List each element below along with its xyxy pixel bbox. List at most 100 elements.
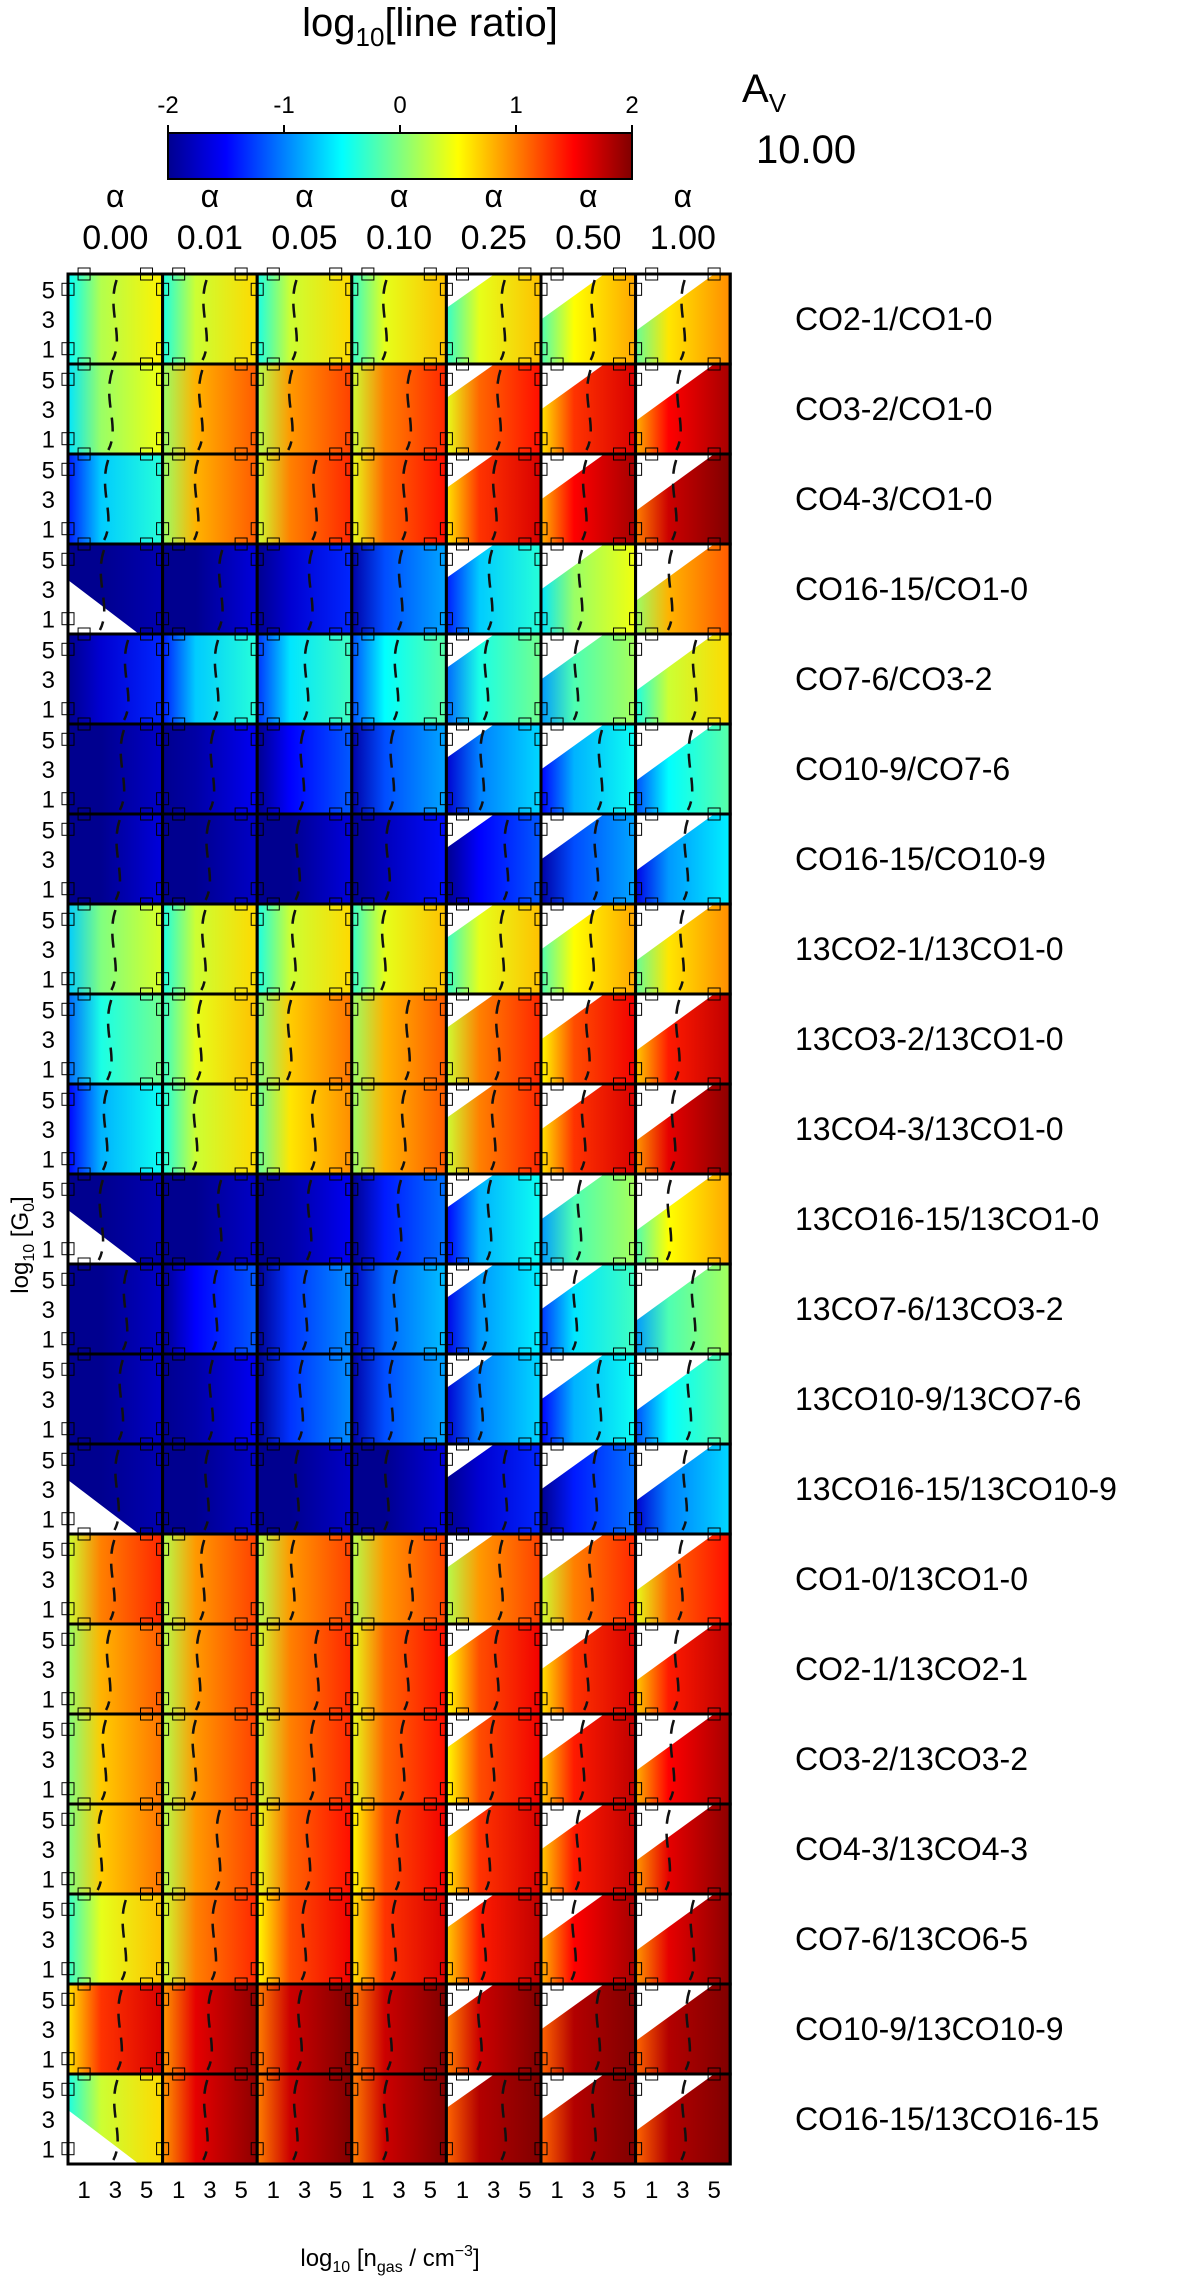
panel-void-region [446, 1174, 495, 1209]
panel-fill [68, 1354, 163, 1444]
panel-contour [675, 369, 682, 451]
panel-fill [257, 1354, 352, 1444]
panel-contour [397, 549, 404, 631]
heatmap-panel [439, 627, 543, 726]
panel-contour [383, 1449, 390, 1531]
panel-fill [68, 1264, 163, 1354]
panel-fill [162, 634, 258, 724]
panel-fill [351, 2074, 447, 2164]
panel-contour [217, 549, 224, 631]
panel-fill [162, 2074, 258, 2164]
panel-contour [482, 639, 490, 721]
panel-void-region [541, 1894, 605, 1940]
column-header-symbol: α [579, 178, 598, 214]
heatmap-panel [156, 357, 259, 456]
heatmap-panel [439, 357, 543, 456]
heatmap-panel [629, 1257, 732, 1356]
y-tick-label: 5 [42, 2077, 55, 2104]
heatmap-panel [439, 1437, 543, 1536]
y-axis-label-mid: [G [7, 1212, 34, 1244]
panel-contour [107, 369, 114, 451]
panel-fill [257, 274, 352, 364]
heatmap-panel [156, 1527, 259, 1626]
panel-contour [114, 819, 122, 901]
panel-contour [199, 1539, 206, 1621]
panel-fill [162, 814, 258, 904]
heatmap-panel [345, 1347, 448, 1446]
heatmap-panel [534, 2067, 638, 2166]
panel-contour [310, 1089, 317, 1171]
row-label: CO10-9/CO7-6 [795, 751, 1010, 787]
heatmap-panel [629, 627, 732, 726]
panel-fill [68, 1984, 163, 2074]
panel-fill [68, 814, 163, 904]
panel-contour [301, 1269, 309, 1351]
x-axis-label-mid2: / cm [403, 2245, 455, 2272]
heatmap-panel [250, 897, 354, 996]
panel-contour [495, 369, 503, 451]
panel-contour [104, 1629, 112, 1711]
panel-fill [351, 1804, 447, 1894]
panel-contour [207, 1359, 215, 1441]
heatmap-panel [629, 717, 732, 816]
panel-contour [488, 1719, 496, 1801]
row-label: 13CO3-2/13CO1-0 [795, 1021, 1064, 1057]
y-tick-label: 3 [42, 1567, 55, 1594]
panel-contour [387, 1359, 395, 1441]
y-tick-label: 1 [42, 1777, 55, 1804]
panel-contour [596, 729, 604, 811]
panel-fill [162, 1804, 258, 1894]
panel-contour [120, 1899, 128, 1981]
av-label-sub: V [769, 88, 787, 118]
panel-contour [113, 1449, 121, 1531]
heatmap-panel [61, 1977, 165, 2076]
panel-contour [581, 459, 588, 541]
row-label: CO16-15/CO1-0 [795, 571, 1028, 607]
panel-fill [351, 904, 447, 994]
panel-fill [68, 454, 163, 544]
panel-fill [351, 454, 447, 544]
panel-contour [672, 1629, 680, 1711]
panel-contour [664, 1809, 672, 1891]
panel-fill [162, 1174, 258, 1264]
panel-contour [484, 1809, 492, 1891]
y-tick-label: 5 [42, 997, 55, 1024]
panel-contour [106, 999, 113, 1081]
row-label: 13CO4-3/13CO1-0 [795, 1111, 1064, 1147]
y-tick-label: 5 [42, 1627, 55, 1654]
heatmap-panel [629, 897, 732, 996]
panel-void-region [635, 1264, 715, 1322]
panel-contour [112, 2079, 119, 2161]
heatmap-panel [345, 1167, 448, 1266]
heatmap-panel [439, 897, 543, 996]
panel-fill [257, 1534, 352, 1624]
panel-fill [162, 1714, 258, 1804]
heatmap-panel [250, 987, 354, 1086]
y-tick-label: 3 [42, 577, 55, 604]
panel-fill [162, 454, 258, 544]
y-tick-label: 1 [42, 607, 55, 634]
panel-contour [194, 1629, 202, 1711]
y-tick-label: 5 [42, 1807, 55, 1834]
heatmap-panel [534, 537, 638, 636]
heatmap-panel [439, 807, 543, 906]
y-tick-label: 3 [42, 757, 55, 784]
panel-fill [257, 1174, 352, 1264]
panel-contour [669, 1089, 677, 1171]
panel-fill [68, 1534, 163, 1624]
panel-fill [351, 1984, 447, 2074]
panel-fill [162, 724, 258, 814]
panel-fill [257, 724, 352, 814]
panel-void-region [541, 2074, 605, 2120]
colorbar-tick-label: 1 [509, 92, 522, 119]
panel-contour [192, 459, 200, 541]
heatmap-panel [156, 2067, 259, 2166]
heatmap-panel [534, 447, 638, 546]
heatmap-panel [250, 1977, 354, 2076]
panel-contour [196, 999, 203, 1081]
panel-void-region [446, 2074, 495, 2109]
panel-fill [351, 274, 447, 364]
panel-contour [118, 729, 126, 811]
figure-title: log10[line ratio] [302, 1, 558, 52]
y-tick-label: 1 [42, 1867, 55, 1894]
